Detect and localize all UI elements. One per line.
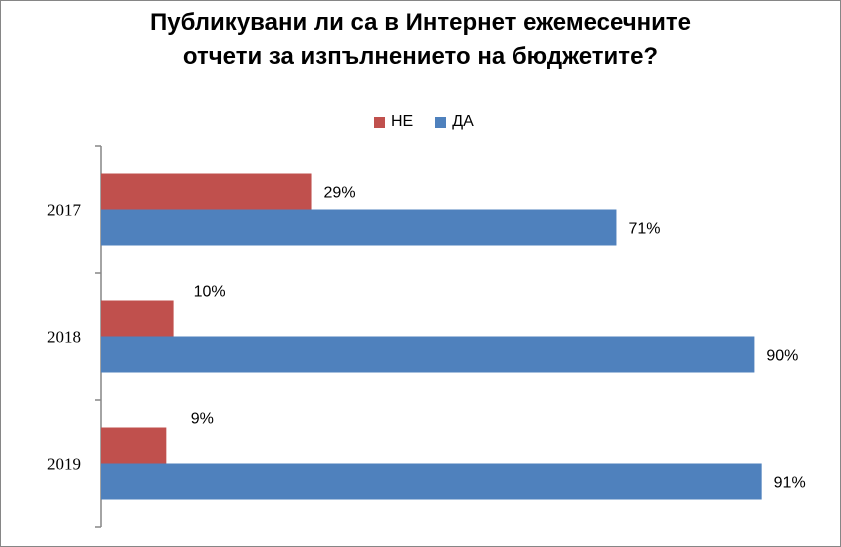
bar-ne-2019 <box>101 427 167 464</box>
legend-item-ne: НЕ <box>374 113 413 131</box>
legend-swatch-ne <box>374 116 385 128</box>
bar-da-2018 <box>101 336 755 373</box>
chart-title: Публикувани ли са в Интернет ежемесечнит… <box>0 6 841 74</box>
data-label-da-2017: 71% <box>628 221 660 238</box>
chart-title-line-2: отчети за изпълнението на бюджетите? <box>182 43 659 70</box>
chart-legend: НЕ ДА <box>374 112 496 132</box>
legend-label-ne: НЕ <box>391 113 414 130</box>
data-label-ne-2017: 29% <box>324 185 356 202</box>
bar-ne-2018 <box>101 300 174 337</box>
legend-item-da: ДА <box>435 113 474 131</box>
y-tick-label-2019: 2019 <box>47 455 81 474</box>
bar-da-2019 <box>101 463 762 500</box>
y-tick-label-2017: 2017 <box>47 201 82 220</box>
legend-label-da: ДА <box>452 113 474 130</box>
data-label-da-2018: 90% <box>766 348 798 365</box>
y-tick-label-2018: 2018 <box>47 328 81 347</box>
data-label-ne-2019: 9% <box>191 411 214 428</box>
legend-swatch-da <box>435 116 447 128</box>
chart-title-line-1: Публикувани ли са в Интернет ежемесечнит… <box>149 9 692 36</box>
data-label-da-2019: 91% <box>774 475 806 492</box>
bar-da-2017 <box>101 209 617 246</box>
bar-ne-2017 <box>101 173 312 210</box>
data-label-ne-2018: 10% <box>194 284 226 301</box>
